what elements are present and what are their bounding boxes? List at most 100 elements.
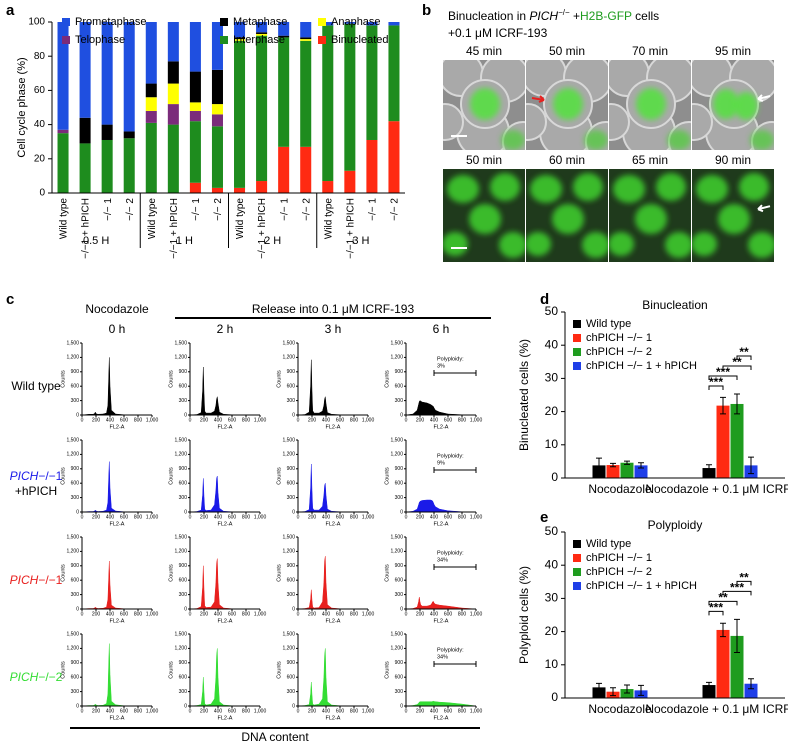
- x-tick-label: 0: [189, 417, 192, 423]
- chart-title: Binucleation: [642, 298, 707, 312]
- legend-swatch: [573, 554, 581, 562]
- y-tick-label: 0: [292, 703, 295, 709]
- x-tick-label: 600: [120, 611, 129, 617]
- legend-label: Metaphase: [233, 16, 287, 28]
- x-tick-label: 0: [81, 514, 84, 520]
- x-tick-label: 200: [308, 514, 317, 520]
- y-tick-label: 0: [400, 606, 403, 612]
- legend-label: Anaphase: [331, 16, 381, 28]
- x-tick-label: 400: [430, 708, 439, 714]
- y-tick-label: 30: [545, 591, 559, 605]
- bar-segment: [234, 187, 246, 193]
- x-tick-label: 200: [416, 514, 425, 520]
- histogram-area: [189, 475, 260, 513]
- y-tick-label: 0: [400, 509, 403, 515]
- time-label: 45 min: [466, 44, 502, 58]
- significance-label: **: [739, 570, 749, 584]
- bar-segment: [167, 83, 179, 105]
- column-header: 3 h: [325, 322, 342, 336]
- y-axis-label: Counts: [276, 661, 282, 679]
- bar: [730, 403, 744, 478]
- annotation: Polyploidy:: [437, 453, 464, 459]
- legend-swatch: [573, 582, 581, 590]
- x-axis-label: FL2-A: [434, 715, 449, 721]
- y-tick-label: 1,500: [66, 631, 79, 637]
- bar-segment: [344, 23, 356, 171]
- y-tick-label: 600: [395, 578, 404, 584]
- column-header: 2 h: [217, 322, 234, 336]
- bar-segment: [300, 146, 312, 193]
- row-label: PICH−/−1: [10, 573, 63, 587]
- y-tick-label: 600: [395, 481, 404, 487]
- y-tick-label: 1,500: [282, 437, 295, 443]
- x-tick-label: Wild type: [235, 198, 246, 240]
- x-tick-label: Nocodazole + 0.1 μM ICRF-193: [645, 482, 788, 496]
- x-tick-label: 800: [458, 708, 467, 714]
- cell: [526, 103, 547, 141]
- x-tick-label-box: Nocodazole + 0.1 μM ICRF-193: [645, 482, 788, 496]
- x-tick-label: 400: [214, 417, 223, 423]
- bar-segment: [211, 187, 223, 193]
- arrow: [531, 95, 545, 103]
- nucleus: [713, 89, 739, 119]
- microscopy-frame: [609, 169, 691, 262]
- x-tick-label: 800: [458, 611, 467, 617]
- x-tick-label: 800: [242, 708, 251, 714]
- x-tick-label: 800: [350, 708, 359, 714]
- y-tick-label: 20: [545, 624, 559, 638]
- microscopy-frame: [692, 169, 774, 262]
- y-tick-label: 40: [545, 557, 559, 571]
- time-label: 90 min: [715, 153, 751, 167]
- y-axis-label: Counts: [168, 370, 174, 388]
- y-tick-label: 0: [292, 606, 295, 612]
- nucleus: [447, 175, 479, 203]
- bar-segment: [256, 181, 268, 193]
- y-tick-label: 600: [395, 384, 404, 390]
- x-tick-label: 0: [297, 611, 300, 617]
- nucleus: [490, 173, 520, 201]
- nucleus: [470, 88, 500, 120]
- bar: [730, 635, 744, 698]
- panel-label: d: [540, 291, 549, 308]
- bar-segment: [278, 37, 290, 147]
- axes: [189, 537, 260, 610]
- nucleus: [667, 130, 691, 150]
- x-tick-label-box: Nocodazole + 0.1 μM ICRF-193: [645, 702, 788, 716]
- axes: [405, 343, 476, 416]
- x-tick-label: 200: [200, 708, 209, 714]
- annotation-value: 34%: [437, 557, 448, 563]
- y-tick-label: 30: [545, 371, 559, 385]
- bar-segment: [234, 22, 246, 38]
- x-tick-label: 800: [242, 417, 251, 423]
- histogram-area: [189, 648, 260, 707]
- histogram-area: [81, 357, 152, 416]
- x-tick-label: 0: [81, 611, 84, 617]
- y-tick-label: 300: [395, 592, 404, 598]
- x-tick-label: 1,000: [362, 611, 375, 617]
- x-tick-label: 200: [416, 611, 425, 617]
- bar-segment: [256, 32, 268, 34]
- y-tick-label: 900: [179, 660, 188, 666]
- bar-segment: [300, 40, 312, 147]
- panel-label: b: [422, 2, 431, 19]
- histogram-area: [405, 400, 477, 416]
- bar-segment: [57, 133, 69, 193]
- significance-label: **: [732, 355, 742, 369]
- histogram-area: [297, 359, 368, 416]
- time-label: 70 min: [632, 44, 668, 58]
- row-label-gene: PICH: [10, 469, 39, 483]
- x-tick-label: 200: [308, 708, 317, 714]
- error-bar: [638, 684, 644, 696]
- significance-label: ***: [730, 580, 744, 594]
- y-tick-label: 600: [287, 675, 296, 681]
- y-tick-label: 0: [551, 690, 558, 704]
- bar-segment: [145, 22, 157, 84]
- axes: [297, 537, 368, 610]
- y-axis-label: Binucleated cells (%): [517, 339, 531, 451]
- x-tick-label: 200: [92, 417, 101, 423]
- legend-label: Interphase: [233, 34, 285, 46]
- x-tick-label: 1,000: [254, 611, 267, 617]
- y-tick-label: 20: [34, 153, 46, 164]
- x-tick-label: 800: [242, 611, 251, 617]
- significance-bracket: [736, 355, 752, 361]
